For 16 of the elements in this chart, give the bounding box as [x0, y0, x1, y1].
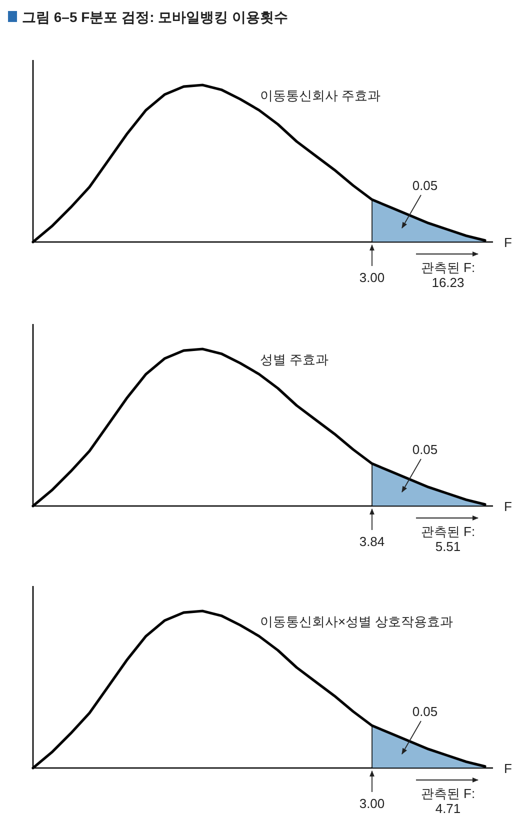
text: 관측된 F: 16.23 — [420, 260, 476, 290]
annotation: 0.05 — [412, 704, 438, 719]
x-axis-title: F — [504, 235, 512, 250]
annotation: 0.05 — [412, 178, 438, 193]
annotation: 이동통신회사×성별 상호작용효과 — [260, 614, 454, 629]
chart-title: 그림 6–5 F분포 검정: 모바일뱅킹 이용횟수 — [22, 9, 288, 25]
text: 3.00 — [359, 270, 385, 285]
text: 3.00 — [359, 796, 385, 811]
annotation: 0.05 — [412, 442, 438, 457]
x-axis-title: F — [504, 499, 512, 514]
text: 관측된 F: 5.51 — [420, 524, 476, 554]
x-axis-title: F — [504, 761, 512, 776]
text: 3.84 — [359, 534, 385, 549]
annotation: 성별 주효과 — [260, 352, 329, 367]
text: 관측된 F: 4.71 — [420, 786, 476, 816]
annotation: 이동통신회사 주효과 — [260, 88, 381, 103]
